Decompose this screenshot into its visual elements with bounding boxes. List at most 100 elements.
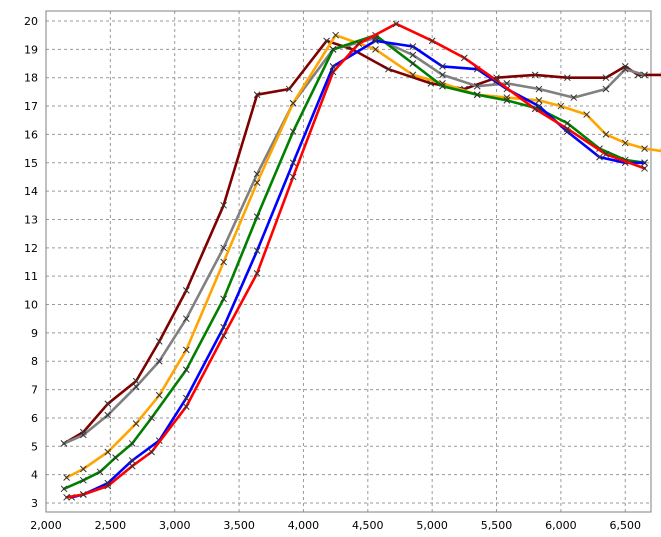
data-point-marker	[148, 448, 155, 456]
y-tick-label: 4	[31, 469, 38, 482]
data-point-marker	[439, 71, 446, 79]
data-point-marker	[535, 85, 543, 93]
x-tick-label: 5,000	[416, 519, 448, 532]
data-point-marker	[60, 440, 68, 447]
series-line	[70, 39, 646, 499]
y-tick-label: 7	[31, 384, 38, 397]
data-point-marker	[220, 295, 227, 303]
data-point-marker	[104, 448, 112, 456]
data-point-marker	[602, 85, 610, 93]
data-point-marker	[583, 111, 590, 118]
data-point-marker	[220, 244, 227, 252]
data-point-marker	[570, 94, 578, 101]
y-tick-label: 8	[31, 355, 38, 368]
data-point-marker	[155, 391, 163, 399]
data-point-marker	[220, 258, 227, 266]
data-point-marker	[63, 493, 70, 501]
data-point-marker	[385, 65, 392, 73]
data-point-marker	[596, 153, 603, 161]
data-point-marker	[329, 45, 337, 53]
data-point-marker	[535, 102, 543, 110]
data-point-marker	[460, 54, 468, 62]
data-point-marker	[132, 383, 140, 391]
data-point-marker	[253, 179, 261, 186]
data-point-marker	[128, 440, 136, 447]
x-axis-tick-labels: 2,000 2,500 3,000 3,500 4,000 4,500 5,000 5,500…	[30, 519, 641, 532]
y-tick-label: 5	[31, 440, 38, 453]
data-point-marker	[621, 65, 629, 73]
data-point-marker	[535, 97, 543, 104]
data-point-marker	[289, 128, 297, 135]
x-tick-label: 6,000	[545, 519, 577, 532]
series-2	[60, 34, 648, 447]
data-point-marker	[148, 414, 155, 422]
data-point-marker	[563, 74, 571, 82]
x-tick-label: 4,500	[352, 519, 384, 532]
data-point-marker	[253, 91, 261, 99]
data-point-marker	[409, 43, 417, 50]
data-point-marker	[285, 85, 293, 93]
data-point-marker	[289, 99, 297, 107]
y-tick-label: 14	[24, 185, 38, 198]
data-point-marker	[332, 31, 339, 39]
series-line	[65, 33, 661, 479]
data-point-marker	[602, 74, 610, 82]
series-1	[60, 37, 661, 447]
series-line	[62, 39, 661, 445]
plot-frame	[45, 10, 652, 513]
y-tick-label: 3	[31, 497, 38, 510]
data-point-marker	[355, 40, 363, 48]
data-point-marker	[96, 468, 104, 476]
y-tick-label: 16	[24, 128, 38, 141]
x-tick-label: 3,000	[159, 519, 191, 532]
data-point-marker	[621, 63, 629, 70]
data-point-marker	[392, 20, 400, 28]
data-point-marker	[602, 150, 610, 158]
data-point-marker	[503, 97, 511, 104]
series-line	[62, 33, 646, 491]
data-point-marker	[439, 82, 446, 90]
y-tick-label: 6	[31, 412, 38, 425]
series-4	[60, 31, 648, 493]
data-point-marker	[155, 357, 163, 365]
data-point-marker	[641, 159, 648, 167]
data-point-marker	[473, 82, 481, 90]
data-point-marker	[409, 51, 417, 59]
data-point-marker	[602, 131, 610, 138]
data-point-marker	[439, 63, 446, 70]
data-point-marker	[182, 286, 190, 294]
data-point-marker	[132, 420, 140, 427]
data-point-marker	[104, 400, 112, 408]
data-point-marker	[563, 119, 571, 127]
series-line	[62, 36, 646, 445]
data-point-marker	[220, 332, 227, 340]
data-point-marker	[60, 485, 68, 493]
data-point-marker	[621, 139, 629, 147]
data-point-marker	[182, 403, 190, 410]
x-tick-label: 3,500	[223, 519, 255, 532]
data-point-marker	[289, 159, 297, 167]
x-tick-label: 2,500	[95, 519, 127, 532]
x-tick-label: 2,000	[30, 519, 62, 532]
x-tick-label: 4,000	[288, 519, 320, 532]
data-point-marker	[329, 68, 337, 76]
data-point-marker	[63, 474, 70, 481]
data-point-marker	[372, 45, 379, 53]
data-point-marker	[104, 411, 112, 419]
data-point-marker	[409, 60, 417, 67]
data-point-marker	[641, 165, 648, 172]
data-point-marker	[563, 125, 571, 133]
data-point-marker	[253, 269, 261, 277]
data-point-marker	[493, 77, 500, 84]
data-point-marker	[531, 105, 539, 113]
data-point-marker	[220, 201, 227, 209]
y-tick-label: 10	[24, 299, 38, 312]
data-point-marker	[641, 71, 648, 79]
y-tick-label: 17	[24, 100, 38, 113]
y-tick-label: 19	[24, 43, 38, 56]
data-point-marker	[531, 71, 539, 79]
data-point-marker	[79, 465, 87, 473]
y-tick-label: 9	[31, 327, 38, 340]
